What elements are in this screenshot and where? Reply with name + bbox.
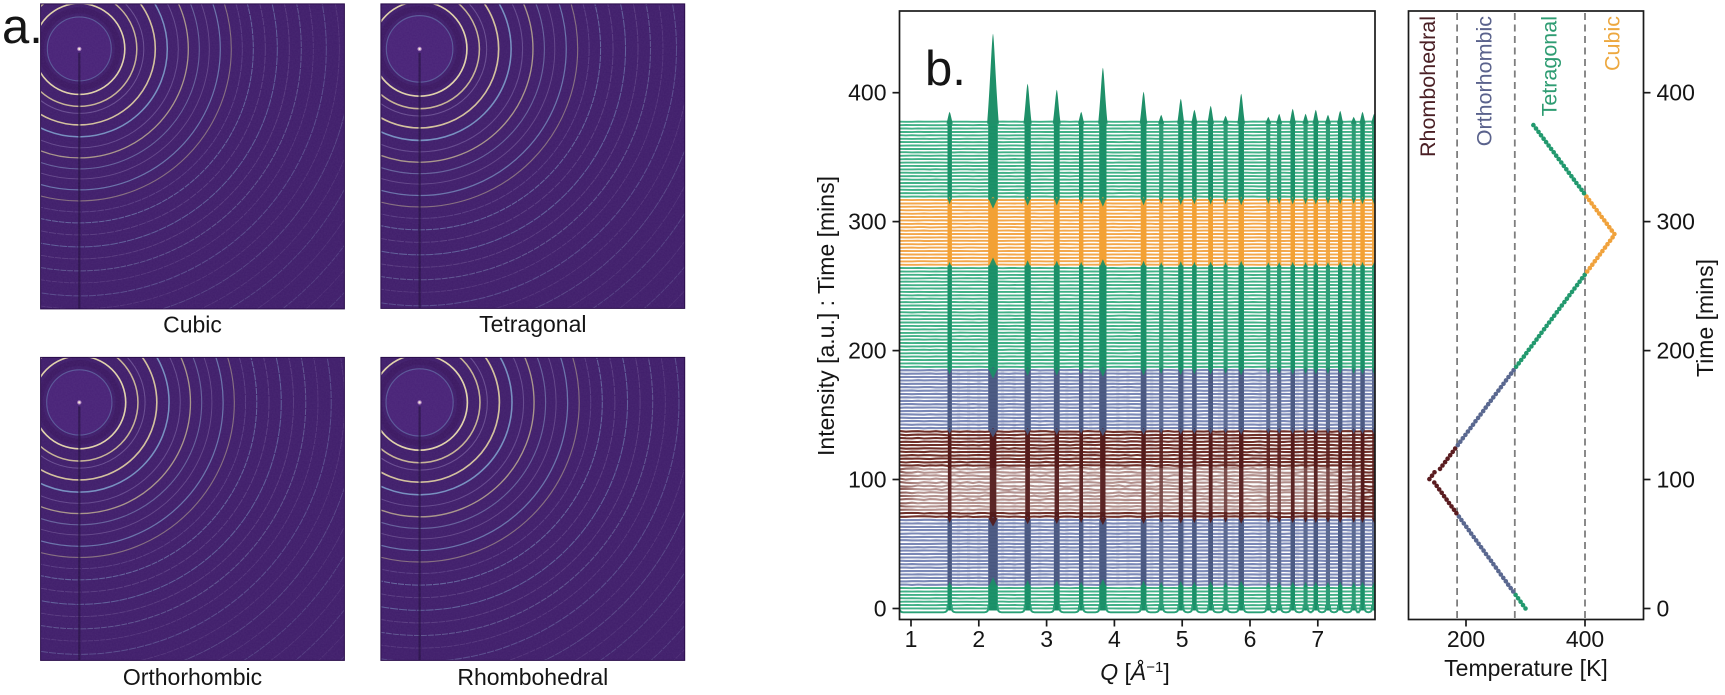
svg-text:Intensity [a.u.] : Time [mins]: Intensity [a.u.] : Time [mins] [813, 176, 839, 456]
svg-text:400: 400 [1566, 626, 1604, 652]
svg-text:b.: b. [925, 42, 966, 96]
svg-text:6: 6 [1244, 626, 1257, 652]
svg-text:7: 7 [1311, 626, 1324, 652]
svg-text:Rhombohedral: Rhombohedral [1416, 16, 1440, 157]
svg-text:Rhombohedral: Rhombohedral [457, 664, 608, 690]
svg-text:Orthorhombic: Orthorhombic [1473, 16, 1497, 146]
svg-text:200: 200 [848, 338, 886, 364]
svg-text:Q [Å−1]: Q [Å−1] [1100, 658, 1170, 685]
svg-text:Cubic: Cubic [1601, 16, 1625, 71]
svg-text:4: 4 [1108, 626, 1121, 652]
svg-text:a.: a. [2, 0, 43, 54]
svg-text:200: 200 [1657, 338, 1695, 364]
svg-text:100: 100 [1657, 467, 1695, 493]
svg-text:Tetragonal: Tetragonal [1538, 16, 1562, 116]
svg-text:Temperature [K]: Temperature [K] [1444, 655, 1608, 681]
svg-text:Orthorhombic: Orthorhombic [123, 664, 262, 690]
svg-text:300: 300 [848, 209, 886, 235]
svg-text:3: 3 [1040, 626, 1053, 652]
svg-text:1: 1 [905, 626, 918, 652]
svg-text:Time [mins]: Time [mins] [1692, 259, 1718, 377]
svg-text:300: 300 [1657, 209, 1695, 235]
svg-text:Tetragonal: Tetragonal [479, 311, 586, 337]
svg-text:400: 400 [1657, 80, 1695, 106]
svg-text:200: 200 [1447, 626, 1485, 652]
svg-text:2: 2 [972, 626, 985, 652]
svg-text:100: 100 [848, 467, 886, 493]
svg-text:400: 400 [848, 80, 886, 106]
svg-text:5: 5 [1176, 626, 1189, 652]
svg-text:0: 0 [1657, 596, 1670, 622]
svg-text:0: 0 [874, 596, 887, 622]
svg-text:Cubic: Cubic [163, 311, 222, 337]
